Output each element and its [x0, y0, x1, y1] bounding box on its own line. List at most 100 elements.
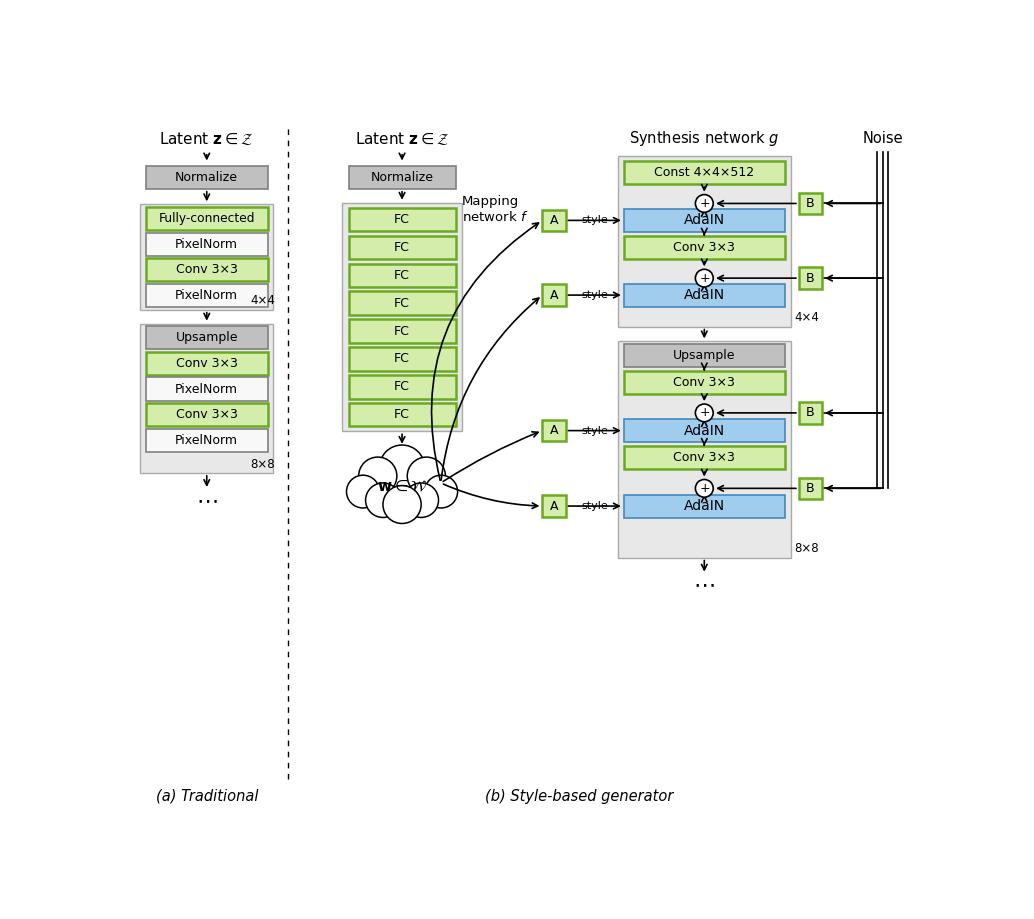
Text: Conv 3×3: Conv 3×3	[176, 263, 238, 277]
FancyBboxPatch shape	[146, 352, 268, 375]
FancyBboxPatch shape	[799, 478, 822, 499]
Text: B: B	[807, 197, 815, 210]
Text: FC: FC	[394, 212, 410, 225]
Text: PixelNorm: PixelNorm	[175, 289, 238, 302]
Circle shape	[696, 404, 713, 422]
Text: Normalize: Normalize	[175, 171, 238, 184]
Text: FC: FC	[394, 297, 410, 310]
Text: $+$: $+$	[699, 406, 710, 419]
FancyBboxPatch shape	[146, 429, 268, 452]
Text: $\mathbf{w} \in \mathcal{W}$: $\mathbf{w} \in \mathcal{W}$	[376, 479, 427, 494]
Text: Noise: Noise	[862, 131, 903, 146]
Circle shape	[346, 475, 379, 508]
FancyBboxPatch shape	[348, 208, 456, 231]
Text: AdaIN: AdaIN	[683, 213, 725, 227]
Text: 4×4: 4×4	[794, 311, 819, 323]
Text: Latent $\mathbf{z} \in \mathcal{Z}$: Latent $\mathbf{z} \in \mathcal{Z}$	[159, 130, 254, 147]
Circle shape	[407, 457, 446, 495]
Text: PixelNorm: PixelNorm	[175, 238, 238, 251]
Text: $+$: $+$	[699, 482, 710, 494]
FancyBboxPatch shape	[624, 494, 785, 517]
Text: FC: FC	[394, 241, 410, 254]
Text: AdaIN: AdaIN	[683, 424, 725, 437]
Text: Fully-connected: Fully-connected	[158, 212, 255, 225]
FancyBboxPatch shape	[146, 258, 268, 281]
FancyBboxPatch shape	[617, 341, 791, 558]
Text: PixelNorm: PixelNorm	[175, 382, 238, 395]
FancyBboxPatch shape	[799, 267, 822, 289]
Text: AdaIN: AdaIN	[683, 499, 725, 513]
Text: FC: FC	[394, 408, 410, 422]
Text: style: style	[581, 501, 608, 511]
FancyBboxPatch shape	[542, 284, 566, 306]
Text: FC: FC	[394, 353, 410, 366]
FancyBboxPatch shape	[348, 291, 456, 314]
Circle shape	[696, 195, 713, 212]
FancyBboxPatch shape	[542, 210, 566, 232]
Text: FC: FC	[394, 324, 410, 337]
FancyBboxPatch shape	[348, 165, 456, 188]
Text: $+$: $+$	[699, 197, 710, 210]
FancyBboxPatch shape	[624, 236, 785, 259]
FancyBboxPatch shape	[617, 155, 791, 326]
Text: (b) Style-based generator: (b) Style-based generator	[485, 789, 673, 804]
Text: A: A	[550, 500, 558, 513]
Text: FC: FC	[394, 268, 410, 281]
Text: PixelNorm: PixelNorm	[175, 434, 238, 448]
Text: style: style	[581, 290, 608, 301]
FancyBboxPatch shape	[146, 165, 268, 188]
FancyBboxPatch shape	[624, 161, 785, 184]
Circle shape	[379, 445, 425, 490]
Text: style: style	[581, 215, 608, 225]
Circle shape	[696, 480, 713, 497]
Text: 8×8: 8×8	[250, 458, 275, 471]
Text: Const 4×4×512: Const 4×4×512	[655, 166, 755, 179]
FancyBboxPatch shape	[146, 378, 268, 401]
Text: $\cdots$: $\cdots$	[195, 490, 217, 510]
Text: AdaIN: AdaIN	[683, 288, 725, 302]
Text: $\cdots$: $\cdots$	[694, 574, 716, 595]
FancyBboxPatch shape	[146, 326, 268, 349]
FancyBboxPatch shape	[542, 420, 566, 441]
Text: Conv 3×3: Conv 3×3	[673, 241, 735, 254]
FancyBboxPatch shape	[799, 193, 822, 214]
FancyBboxPatch shape	[146, 403, 268, 426]
FancyBboxPatch shape	[146, 284, 268, 307]
Text: A: A	[550, 214, 558, 227]
Circle shape	[359, 457, 397, 495]
FancyBboxPatch shape	[624, 446, 785, 469]
Text: Conv 3×3: Conv 3×3	[176, 357, 238, 370]
Text: Normalize: Normalize	[370, 171, 433, 184]
Text: (a) Traditional: (a) Traditional	[155, 789, 258, 804]
Circle shape	[696, 269, 713, 287]
FancyBboxPatch shape	[799, 403, 822, 424]
Text: Conv 3×3: Conv 3×3	[673, 451, 735, 464]
FancyBboxPatch shape	[342, 203, 462, 431]
Text: A: A	[550, 289, 558, 301]
FancyBboxPatch shape	[348, 347, 456, 370]
FancyBboxPatch shape	[542, 495, 566, 516]
Text: Conv 3×3: Conv 3×3	[176, 408, 238, 421]
FancyBboxPatch shape	[140, 204, 273, 310]
Text: B: B	[807, 272, 815, 285]
FancyBboxPatch shape	[348, 403, 456, 426]
Circle shape	[404, 483, 438, 517]
FancyBboxPatch shape	[348, 235, 456, 258]
Text: B: B	[807, 406, 815, 419]
Text: FC: FC	[394, 380, 410, 393]
Text: style: style	[581, 425, 608, 436]
Text: Latent $\mathbf{z} \in \mathcal{Z}$: Latent $\mathbf{z} \in \mathcal{Z}$	[355, 130, 450, 147]
FancyBboxPatch shape	[348, 376, 456, 399]
Text: Conv 3×3: Conv 3×3	[673, 376, 735, 389]
FancyBboxPatch shape	[624, 209, 785, 232]
FancyBboxPatch shape	[348, 264, 456, 287]
Text: 8×8: 8×8	[794, 541, 819, 554]
Text: Synthesis network $g$: Synthesis network $g$	[630, 130, 780, 148]
Text: 4×4: 4×4	[250, 294, 275, 307]
FancyBboxPatch shape	[624, 370, 785, 393]
FancyBboxPatch shape	[140, 323, 273, 473]
Text: B: B	[807, 482, 815, 494]
Text: A: A	[550, 424, 558, 437]
Circle shape	[366, 483, 400, 517]
Text: Mapping
network $f$: Mapping network $f$	[462, 195, 528, 224]
